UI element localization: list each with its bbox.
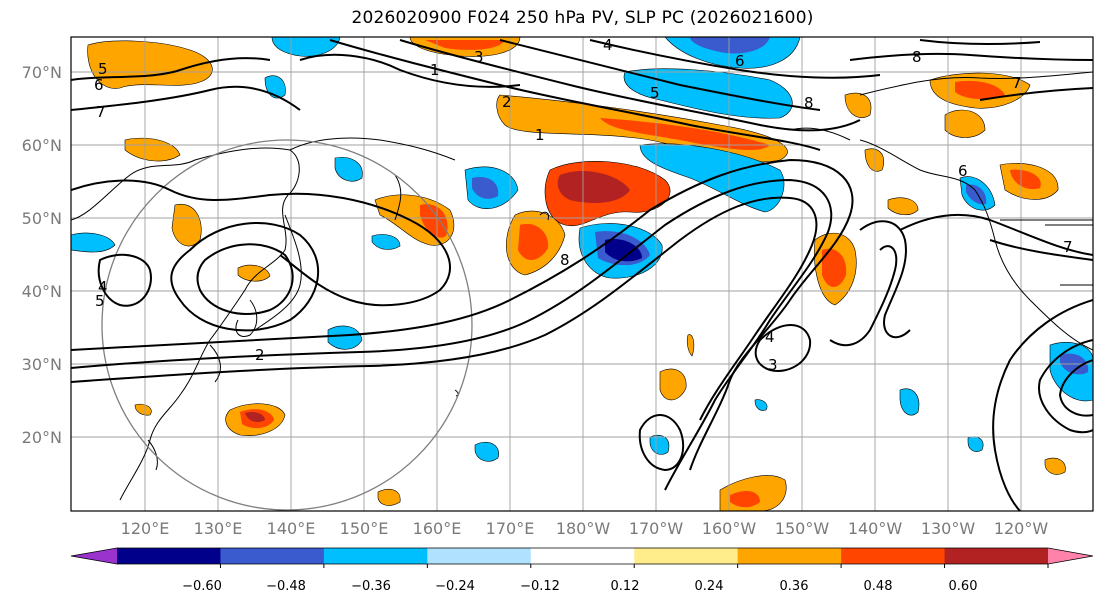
- contour-label: 2: [255, 346, 265, 364]
- colorbar-tick-label: −0.12: [520, 579, 560, 594]
- contour-label: 3: [768, 356, 778, 374]
- lat-label: 70°N: [22, 63, 62, 82]
- contour-label: 8: [912, 48, 922, 66]
- contour-label: 2: [502, 93, 512, 111]
- contour-label: 5: [98, 60, 108, 78]
- contour-label: 4: [765, 328, 775, 346]
- map-frame: [70, 36, 1094, 512]
- colorbar-outline: [70, 547, 1094, 565]
- colorbar-tick-label: 0.24: [695, 579, 724, 594]
- colorbar-ticks: −0.60 −0.48 −0.36 −0.24 −0.12 0.12 0.24 …: [182, 579, 977, 594]
- contour-label: 5: [650, 84, 660, 102]
- lon-label: 160°E: [413, 519, 462, 538]
- contour-label: 4: [98, 278, 108, 296]
- lon-label: 170°W: [629, 519, 684, 538]
- colorbar-tick-label: 0.36: [780, 579, 809, 594]
- colorbar-segment: [220, 548, 325, 564]
- colorbar-tick-label: 0.48: [864, 579, 893, 594]
- contour-label: 4: [603, 36, 613, 54]
- contour-label: 6: [735, 52, 745, 70]
- lon-label: 130°W: [921, 519, 976, 538]
- lon-label: 120°E: [121, 519, 170, 538]
- colorbar-segment: [323, 548, 428, 564]
- lat-label: 50°N: [22, 209, 62, 228]
- colorbar-segment: [944, 548, 1049, 564]
- colorbar-tick-label: −0.24: [435, 579, 475, 594]
- contour-label: 3: [474, 48, 484, 66]
- contour-label-group: 4 5 6 7 8 1 2 3 4 5 6 7 8 1 2 3 4 5 6 7 …: [94, 36, 1073, 374]
- colorbar-segment: [530, 548, 635, 564]
- colorbar-segment: [841, 548, 946, 564]
- colorbar-extend-max: [1048, 548, 1093, 564]
- lat-label: 20°N: [22, 428, 62, 447]
- contour-label: 5: [95, 292, 105, 310]
- colorbar-tick-label: −0.48: [266, 579, 306, 594]
- colorbar-segment: [427, 548, 532, 564]
- lon-label: 160°W: [702, 519, 757, 538]
- colorbar-tick-label: 0.60: [949, 579, 978, 594]
- contour-label: 1: [430, 61, 440, 79]
- lon-label: 150°E: [340, 519, 389, 538]
- contour-label: 1: [535, 126, 545, 144]
- lat-label: 30°N: [22, 355, 62, 374]
- latitude-axis: 70°N 60°N 50°N 40°N 30°N 20°N: [22, 63, 62, 447]
- lon-label: 140°W: [848, 519, 903, 538]
- colorbar-tick-label: 0.12: [611, 579, 640, 594]
- colorbar-tick-label: −0.60: [182, 579, 222, 594]
- colorbar-segment: [117, 548, 221, 564]
- lon-label: 140°E: [267, 519, 316, 538]
- contour-label: 7: [1012, 74, 1022, 92]
- colorbar-tick-label: −0.36: [351, 579, 391, 594]
- range-ring: [101, 139, 473, 511]
- contour-label: 8: [560, 251, 570, 269]
- pv-anomaly-negative: [71, 37, 1093, 462]
- map-layers: 4 5 6 7 8 1 2 3 4 5 6 7 8 1 2 3 4 5 6 7 …: [71, 36, 1093, 511]
- contour-label: 6: [958, 162, 968, 180]
- longitude-axis: 120°E 130°E 140°E 150°E 160°E 170°E 180°…: [121, 519, 1049, 538]
- colorbar-segment: [737, 548, 842, 564]
- lon-label: 130°E: [194, 519, 243, 538]
- lon-label: 170°E: [486, 519, 535, 538]
- contour-label: 7: [1063, 238, 1073, 256]
- slp-contours: [71, 39, 1093, 511]
- contour-label: 6: [94, 76, 104, 94]
- colorbar-segment: [634, 548, 739, 564]
- lat-label: 60°N: [22, 136, 62, 155]
- lon-label: 150°W: [775, 519, 830, 538]
- colorbar: [70, 547, 1094, 568]
- lat-label: 40°N: [22, 282, 62, 301]
- contour-label: 8: [804, 94, 814, 112]
- graticule: [71, 37, 1093, 511]
- colorbar-extend-min: [71, 548, 117, 564]
- contour-label: 7: [96, 103, 106, 121]
- lon-label: 120°W: [994, 519, 1049, 538]
- map-title: 2026020900 F024 250 hPa PV, SLP PC (2026…: [351, 8, 814, 28]
- lon-label: 180°W: [556, 519, 611, 538]
